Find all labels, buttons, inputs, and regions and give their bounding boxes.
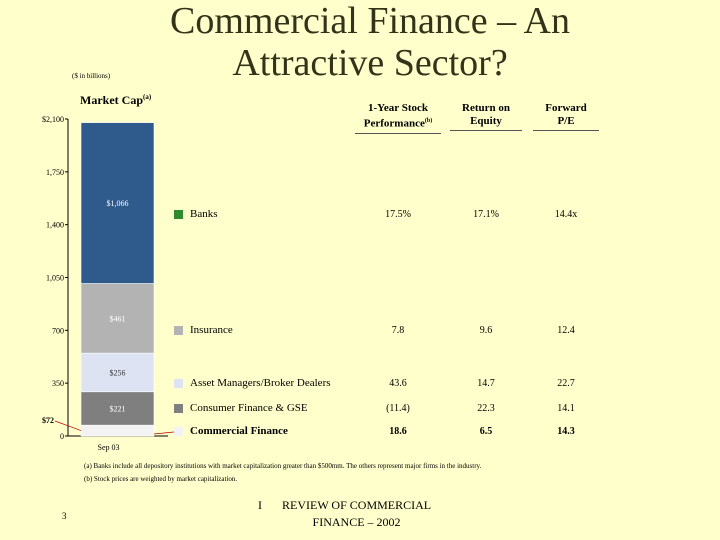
category-label: Commercial Finance — [190, 425, 288, 437]
data-label: $256 — [110, 368, 126, 377]
metric-pe: 14.3 — [557, 426, 575, 437]
footer-separator: I — [258, 498, 262, 512]
category-leader — [153, 431, 175, 435]
legend-square — [174, 210, 183, 219]
legend-square — [174, 404, 183, 413]
metric-pe: 14.4x — [554, 209, 578, 220]
category-label: Insurance — [190, 324, 233, 336]
column-header-line2: Equity — [470, 115, 502, 127]
y-tick-label: 700 — [52, 326, 64, 335]
bar-segment — [80, 122, 155, 284]
column-header-line2: P/E — [557, 115, 575, 127]
footer-line-2: FINANCE – 2002 — [312, 515, 401, 529]
metric-roe: 22.3 — [477, 403, 495, 414]
market-cap-footnote: (a) — [143, 93, 152, 101]
column-header-line1: 1-Year Stock — [368, 102, 428, 114]
legend-square — [174, 379, 183, 388]
metric-perf: 43.6 — [389, 378, 407, 389]
metric-roe: 17.1% — [473, 209, 499, 220]
footnote-a: (a) Banks include all depository institu… — [84, 462, 482, 470]
bar-segment — [80, 424, 155, 437]
category-label: Banks — [190, 208, 218, 220]
title-line-1: Commercial Finance – An — [170, 0, 570, 42]
column-header-line2: Performance — [363, 117, 425, 130]
column-header-performance: 1-Year Stock Performance(b) — [355, 102, 441, 134]
y-tick-label: 1,400 — [46, 221, 64, 230]
y-tick-label: 350 — [52, 379, 64, 388]
data-label: $461 — [110, 314, 126, 323]
metric-roe: 14.7 — [477, 378, 495, 389]
category-label: Asset Managers/Broker Dealers — [190, 377, 331, 389]
column-header-line2-wrap: Performance(b) — [355, 115, 441, 131]
legend-square — [174, 427, 183, 436]
y-tick-label: 0 — [60, 432, 64, 441]
legend-square — [174, 326, 183, 335]
footnotes: (a) Banks include all depository institu… — [84, 460, 481, 486]
data-label: $72 — [42, 416, 54, 425]
market-cap-heading: Market Cap(a) — [80, 93, 151, 108]
column-header-line1: Forward — [545, 102, 587, 114]
units-label: ($ in billions) — [72, 72, 111, 80]
column-header-roe: Return on Equity — [450, 102, 522, 131]
x-tick-label: Sep 03 — [98, 443, 120, 452]
data-label-leader — [54, 420, 82, 431]
metric-pe: 14.1 — [557, 403, 575, 414]
metric-perf: 18.6 — [389, 426, 407, 437]
metric-roe: 9.6 — [479, 325, 493, 336]
market-cap-label: Market Cap — [80, 93, 143, 107]
footer-title: REVIEW OF COMMERCIAL FINANCE – 2002 — [282, 497, 431, 531]
metric-roe: 6.5 — [479, 426, 493, 437]
metric-pe: 12.4 — [557, 325, 575, 336]
data-label: $1,066 — [107, 199, 129, 208]
column-header-pe: Forward P/E — [533, 102, 599, 131]
metric-perf: (11.4) — [386, 403, 410, 414]
y-tick-label: 1,750 — [46, 168, 64, 177]
column-header-line1: Return on — [462, 102, 510, 114]
page-number: 3 — [62, 511, 67, 521]
y-tick-label: $2,100 — [42, 115, 64, 124]
bar-segment — [80, 283, 155, 354]
metric-pe: 22.7 — [557, 378, 575, 389]
metric-perf: 7.8 — [391, 325, 405, 336]
data-label: $221 — [110, 404, 126, 413]
title-line-2: Attractive Sector? — [232, 42, 508, 84]
page-title: Commercial Finance – An Attractive Secto… — [120, 0, 620, 84]
column-header-footnote: (b) — [424, 118, 433, 124]
y-tick-label: 1,050 — [46, 274, 64, 283]
category-label: Consumer Finance & GSE — [190, 402, 308, 414]
metric-perf: 17.5% — [385, 209, 411, 220]
footer-line-1: REVIEW OF COMMERCIAL — [282, 498, 432, 512]
footnote-b: (b) Stock prices are weighted by market … — [84, 475, 238, 483]
